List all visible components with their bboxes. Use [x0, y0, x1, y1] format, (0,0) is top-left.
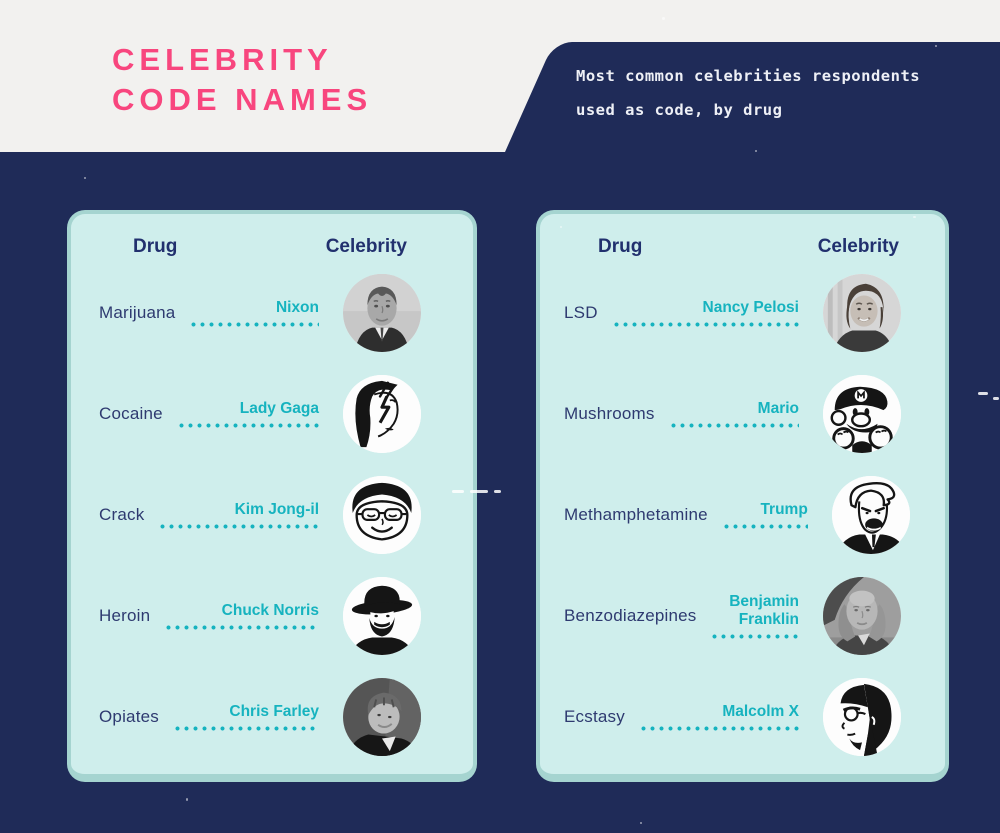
- celebrity-name: Nancy Pelosi: [702, 298, 800, 316]
- column-header-celebrity: Celebrity: [817, 236, 899, 257]
- avatar-nancy-pelosi: [823, 273, 901, 352]
- drug-label: Ecstasy: [564, 706, 625, 726]
- nancy-pelosi-portrait-icon: [823, 273, 901, 352]
- celebrity-name: Chuck Norris: [221, 601, 319, 619]
- texture-dash: [978, 392, 988, 395]
- texture-speck: [84, 177, 86, 179]
- texture-speck: [560, 226, 562, 228]
- texture-speck: [935, 45, 937, 47]
- lady-gaga-portrait-icon: [343, 374, 421, 453]
- avatar-mario: [823, 374, 901, 453]
- dotted-leader: Nancy Pelosi: [611, 298, 823, 327]
- drug-label: Mushrooms: [564, 403, 655, 423]
- celebrity-name: Mario: [757, 399, 799, 417]
- drug-label: Benzodiazepines: [564, 605, 697, 625]
- dotted-leader: Lady Gaga: [176, 399, 343, 428]
- celebrity-name: Lady Gaga: [239, 399, 319, 417]
- table-row: Marijuana Nixon: [99, 262, 421, 363]
- drug-label: Opiates: [99, 706, 159, 726]
- table-row: Crack Kim Jong-il: [99, 464, 421, 565]
- dotted-leader: Mario: [668, 399, 823, 428]
- table-row: Opiates Chris Farley: [99, 666, 421, 767]
- avatar-kim-jong-il: [343, 475, 421, 554]
- dotted-line: [721, 523, 808, 529]
- dotted-line: [189, 321, 319, 327]
- table-row: Cocaine Lady Gaga: [99, 363, 421, 464]
- avatar-lady-gaga: [343, 374, 421, 453]
- dotted-line: [173, 725, 319, 731]
- texture-dash: [993, 397, 999, 400]
- texture-speck: [662, 17, 665, 20]
- texture-speck: [755, 150, 757, 152]
- texture-dash: [452, 490, 464, 493]
- dotted-leader: Kim Jong-il: [158, 501, 343, 529]
- trump-portrait-icon: [831, 475, 910, 554]
- dotted-line: [611, 321, 799, 327]
- panel-right-rows: LSD Nancy Pelosi: [540, 258, 945, 767]
- column-header-celebrity: Celebrity: [325, 236, 407, 257]
- texture-dash: [494, 490, 501, 493]
- table-row: Methamphetamine Trump: [564, 464, 910, 565]
- celebrity-name: Malcolm X: [722, 702, 799, 720]
- avatar-benjamin-franklin: [823, 576, 901, 655]
- table-row: Benzodiazepines Benjamin Franklin: [564, 565, 901, 666]
- table-row: Mushrooms Mario: [564, 363, 901, 464]
- table-row: Ecstasy Malcolm X: [564, 666, 901, 767]
- page-subtitle-line2: used as code, by drug: [576, 101, 783, 119]
- mario-portrait-icon: [823, 374, 901, 453]
- dotted-line: [164, 624, 319, 630]
- celebrity-name: Benjamin Franklin: [729, 592, 799, 628]
- panel-right-header: Drug Celebrity: [540, 214, 945, 258]
- drug-label: LSD: [564, 302, 598, 322]
- celebrity-name: Chris Farley: [229, 702, 319, 720]
- texture-dash: [470, 490, 488, 493]
- drug-label: Marijuana: [99, 302, 176, 322]
- avatar-malcolm-x: [823, 677, 901, 756]
- dotted-leader: Chuck Norris: [164, 602, 343, 630]
- dotted-line: [710, 633, 799, 639]
- dotted-leader: Trump: [721, 500, 832, 529]
- table-row: Heroin Chuck Norris: [99, 565, 421, 666]
- column-header-drug: Drug: [598, 236, 643, 257]
- dotted-line: [158, 523, 319, 529]
- avatar-trump: [831, 475, 910, 554]
- avatar-chuck-norris: [343, 576, 421, 655]
- nixon-portrait-icon: [343, 273, 421, 352]
- texture-speck: [640, 822, 642, 824]
- celebrity-name: Trump: [760, 500, 808, 518]
- dotted-line: [668, 422, 799, 428]
- texture-speck: [913, 216, 916, 218]
- chris-farley-portrait-icon: [343, 677, 421, 756]
- dotted-leader: Benjamin Franklin: [710, 593, 823, 639]
- page-subtitle-line1: Most common celebrities respondents: [576, 67, 921, 85]
- drug-label: Heroin: [99, 605, 151, 625]
- panel-right: Drug Celebrity LSD Nancy Pelosi: [536, 210, 949, 782]
- celebrity-name: Kim Jong-il: [234, 500, 319, 518]
- dotted-leader: Chris Farley: [173, 703, 343, 731]
- panel-left-header: Drug Celebrity: [71, 214, 473, 258]
- panel-left-rows: Marijuana Nixon: [71, 258, 473, 767]
- page-subtitle: Most common celebrities respondents used…: [576, 59, 920, 127]
- panel-left: Drug Celebrity Marijuana Nixon: [67, 210, 477, 782]
- drug-label: Crack: [99, 504, 145, 524]
- dotted-leader: Malcolm X: [638, 702, 823, 731]
- column-header-drug: Drug: [133, 236, 178, 257]
- drug-label: Methamphetamine: [564, 504, 708, 524]
- dotted-line: [638, 725, 799, 731]
- dotted-line: [176, 422, 319, 428]
- page-title-line1: CELEBRITY: [112, 42, 333, 77]
- drug-label: Cocaine: [99, 403, 163, 423]
- texture-speck: [186, 798, 188, 801]
- page-title-line2: CODE NAMES: [112, 82, 373, 117]
- kim-jong-il-portrait-icon: [343, 475, 421, 554]
- malcolm-x-portrait-icon: [823, 677, 901, 756]
- dotted-leader: Nixon: [189, 299, 343, 327]
- avatar-chris-farley: [343, 677, 421, 756]
- avatar-nixon: [343, 273, 421, 352]
- celebrity-name: Nixon: [275, 298, 319, 316]
- benjamin-franklin-portrait-icon: [823, 576, 901, 655]
- page-title: CELEBRITY CODE NAMES: [112, 40, 372, 120]
- chuck-norris-portrait-icon: [343, 576, 421, 655]
- table-row: LSD Nancy Pelosi: [564, 262, 901, 363]
